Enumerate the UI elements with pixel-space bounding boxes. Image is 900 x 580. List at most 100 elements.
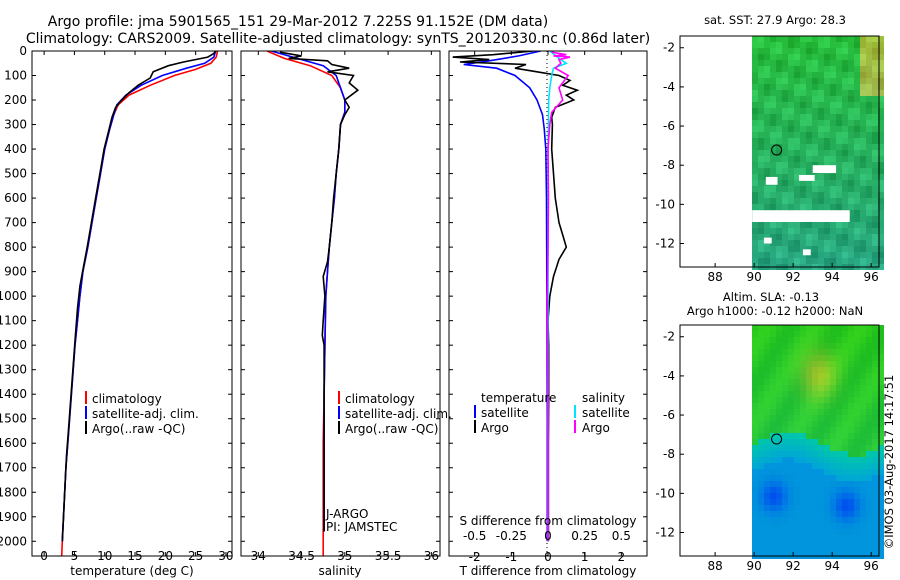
sst-field-cell bbox=[788, 132, 795, 138]
difference-xtick-label: 1 bbox=[581, 550, 589, 564]
sla-field-cell bbox=[770, 367, 777, 373]
sla-field-cell bbox=[794, 373, 801, 379]
sla-field-cell bbox=[806, 427, 813, 433]
sst-field-cell bbox=[860, 126, 867, 132]
sst-field-cell bbox=[788, 168, 795, 174]
sla-field-cell bbox=[800, 355, 807, 361]
sst-field-cell bbox=[758, 84, 765, 90]
sst-field-cell bbox=[776, 198, 783, 204]
sla-field-cell bbox=[836, 355, 843, 361]
sst-field-cell bbox=[752, 108, 759, 114]
sst-field-cell bbox=[806, 66, 813, 72]
sla-field-cell bbox=[764, 457, 771, 463]
sst-field-cell bbox=[764, 252, 771, 258]
sst-field-cell bbox=[800, 108, 807, 114]
sst-field-cell bbox=[842, 48, 849, 54]
sst-field-cell bbox=[836, 180, 843, 186]
sst-field-cell bbox=[794, 162, 801, 168]
sst-field-cell bbox=[872, 84, 879, 90]
sst-field-cell bbox=[770, 114, 777, 120]
sla-field-cell bbox=[752, 523, 759, 529]
salinity-panel: 34 34.5 35 35.5 36 climatology satellite-adj… bbox=[240, 50, 452, 578]
sst-field-cell bbox=[842, 192, 849, 198]
sst-field-cell bbox=[854, 42, 861, 48]
depth-tick-label: 1000 bbox=[0, 289, 27, 303]
sla-field-cell bbox=[854, 457, 861, 463]
sla-field-cell bbox=[830, 475, 837, 481]
sla-field-cell bbox=[824, 337, 831, 343]
sst-field-cell bbox=[872, 180, 879, 186]
sst-field-cell bbox=[794, 96, 801, 102]
sla-field-cell bbox=[824, 403, 831, 409]
sla-field-cell bbox=[836, 439, 843, 445]
depth-tick-label: 400 bbox=[4, 142, 27, 156]
sla-field-cell bbox=[806, 325, 813, 331]
sst-field-cell bbox=[836, 42, 843, 48]
sla-field-cell bbox=[776, 379, 783, 385]
sla-field-cell bbox=[764, 349, 771, 355]
sst-field-cell bbox=[848, 204, 855, 210]
sst-field-cell bbox=[752, 138, 759, 144]
sla-field-cell bbox=[752, 421, 759, 427]
sla-field-cell bbox=[794, 511, 801, 517]
sla-field-cell bbox=[776, 487, 783, 493]
sst-field-cell bbox=[842, 222, 849, 228]
sla-field-cell bbox=[806, 397, 813, 403]
sla-field-cell bbox=[800, 451, 807, 457]
sla-field-cell bbox=[752, 517, 759, 523]
sla-field-cell bbox=[818, 529, 825, 535]
sst-field-cell bbox=[872, 186, 879, 192]
sla-field-cell bbox=[872, 439, 879, 445]
sst-field-cell bbox=[752, 240, 759, 246]
sla-field-cell bbox=[752, 487, 759, 493]
sst-field-cell bbox=[764, 156, 771, 162]
sst-field-cell bbox=[818, 78, 825, 84]
sst-field-cell bbox=[836, 156, 843, 162]
sst-field-cell bbox=[782, 60, 789, 66]
sla-field-cell bbox=[842, 385, 849, 391]
sla-field-cell bbox=[854, 547, 861, 553]
sla-field-cell bbox=[830, 403, 837, 409]
sst-field-cell bbox=[860, 150, 867, 156]
sst-field-cell bbox=[776, 78, 783, 84]
sla-field-cell bbox=[764, 403, 771, 409]
sst-field-cell bbox=[872, 126, 879, 132]
sla-field-cell bbox=[830, 547, 837, 553]
sst-field-cell bbox=[782, 228, 789, 234]
sst-field-cell bbox=[878, 186, 885, 192]
sst-field-cell bbox=[830, 60, 837, 66]
sla-field-cell bbox=[860, 463, 867, 469]
sst-field-cell bbox=[830, 138, 837, 144]
depth-tick-label: 700 bbox=[4, 216, 27, 230]
sst-field-cell bbox=[842, 120, 849, 126]
sst-field-cell bbox=[872, 108, 879, 114]
depth-tick-label: 1900 bbox=[0, 510, 27, 524]
sla-field-cell bbox=[866, 355, 873, 361]
sst-field-cell bbox=[818, 114, 825, 120]
sla-field-cell bbox=[776, 481, 783, 487]
sla-field-cell bbox=[872, 499, 879, 505]
sst-field-cell bbox=[842, 102, 849, 108]
sst-field-cell bbox=[818, 222, 825, 228]
sla-field-cell bbox=[872, 535, 879, 541]
sst-field-cell bbox=[860, 192, 867, 198]
temperature-legend: climatology satellite-adj. clim. Argo(..… bbox=[85, 391, 199, 436]
sla-field-cell bbox=[752, 367, 759, 373]
sst-field-cell bbox=[836, 186, 843, 192]
sst-field-cell bbox=[860, 198, 867, 204]
sla-field-cell bbox=[770, 385, 777, 391]
sla-field-cell bbox=[794, 487, 801, 493]
sla-field-cell bbox=[818, 427, 825, 433]
sla-field-cell bbox=[860, 511, 867, 517]
sla-field-cell bbox=[764, 355, 771, 361]
sla-field-cell bbox=[806, 367, 813, 373]
sla-field-cell bbox=[812, 487, 819, 493]
sla-field-cell bbox=[794, 547, 801, 553]
sst-field-cell bbox=[866, 258, 873, 264]
sla-field-cell bbox=[794, 397, 801, 403]
sla-field-cell bbox=[866, 349, 873, 355]
sla-field-cell bbox=[860, 337, 867, 343]
sla-field-cell bbox=[776, 511, 783, 517]
depth-tick-label: 0 bbox=[19, 44, 27, 58]
sla-field-cell bbox=[872, 433, 879, 439]
